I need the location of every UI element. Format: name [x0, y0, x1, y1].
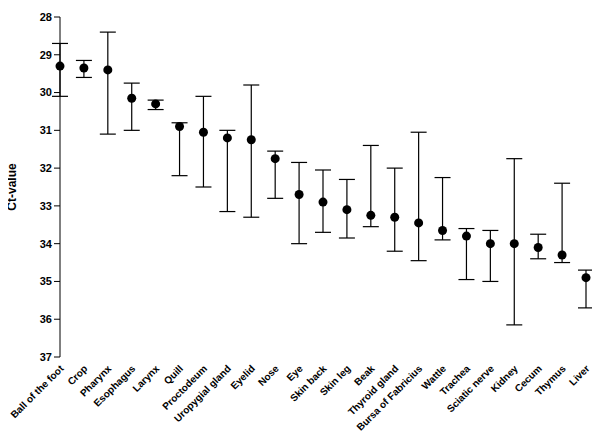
svg-text:Crop: Crop [65, 362, 90, 388]
svg-text:Trachea: Trachea [437, 362, 473, 398]
svg-text:Thyroid gland: Thyroid gland [345, 362, 401, 418]
svg-text:33: 33 [40, 200, 52, 212]
svg-text:Bursa of Fabricius: Bursa of Fabricius [354, 363, 424, 433]
svg-text:Thymus: Thymus [533, 363, 568, 398]
svg-text:Pharynx: Pharynx [77, 362, 114, 399]
svg-text:32: 32 [40, 162, 52, 174]
svg-text:Quill: Quill [161, 362, 186, 387]
svg-text:31: 31 [40, 124, 52, 136]
svg-text:28: 28 [40, 11, 52, 23]
svg-text:34: 34 [40, 238, 53, 250]
svg-text:Kidney: Kidney [488, 362, 520, 395]
svg-text:Uropygial gland: Uropygial gland [172, 363, 233, 424]
svg-text:Skin leg: Skin leg [318, 363, 353, 398]
svg-text:Liver: Liver [567, 363, 592, 388]
svg-text:37: 37 [40, 351, 52, 363]
svg-text:Cecum: Cecum [512, 362, 544, 395]
svg-text:29: 29 [40, 49, 52, 61]
svg-text:Proctodeum: Proctodeum [160, 362, 210, 412]
svg-text:Beak: Beak [351, 362, 377, 388]
svg-text:35: 35 [40, 275, 52, 287]
svg-text:Esophagus: Esophagus [91, 362, 138, 409]
svg-text:36: 36 [40, 313, 52, 325]
svg-text:Wattle: Wattle [419, 362, 449, 392]
svg-text:Ball of the foot: Ball of the foot [8, 362, 66, 420]
svg-text:Nose: Nose [256, 363, 281, 388]
svg-text:Larynx: Larynx [130, 363, 161, 394]
svg-text:Sciatic nerve: Sciatic nerve [445, 363, 497, 415]
svg-text:Eyelid: Eyelid [228, 363, 257, 392]
svg-text:Eye: Eye [284, 363, 305, 384]
svg-text:Ct-value: Ct-value [8, 163, 19, 211]
svg-text:30: 30 [40, 86, 52, 98]
svg-text:Skin back: Skin back [288, 363, 329, 404]
